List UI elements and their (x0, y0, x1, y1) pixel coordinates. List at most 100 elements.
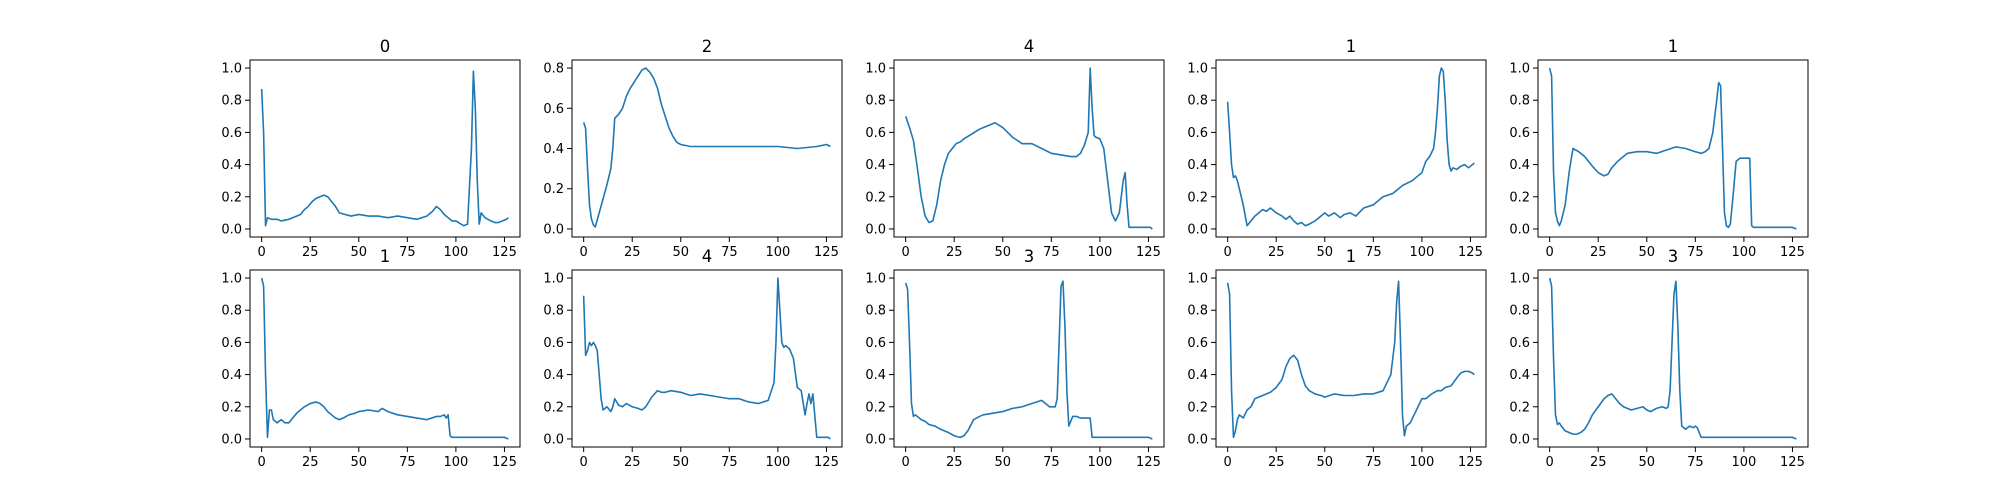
x-tick-label: 25 (1590, 455, 1607, 470)
x-tick-label: 25 (302, 455, 319, 470)
x-tick-label: 100 (1087, 245, 1112, 260)
y-tick-label: 0.0 (865, 222, 886, 237)
subplot-2: 4 0 25 50 75 100 125 0.0 0.2 0.4 0.6 0.8 1.0 (865, 37, 1165, 260)
y-tick-label: 0.8 (1509, 94, 1530, 109)
axes-frame (249, 269, 521, 448)
series-line (1226, 67, 1475, 227)
y-tick-label: 0.0 (1509, 222, 1530, 237)
x-tick-label: 100 (765, 455, 790, 470)
y-tick-label: 0.6 (1187, 336, 1208, 351)
y-tick-label: 0.4 (865, 158, 886, 173)
x-tick-label: 25 (624, 245, 641, 260)
x-tick-label: 100 (1731, 455, 1756, 470)
x-tick-label: 100 (443, 245, 468, 260)
y-tick-label: 0.0 (543, 222, 564, 237)
x-tick-label: 0 (580, 245, 588, 260)
y-tick-label: 0.4 (1187, 368, 1208, 383)
y-tick-label: 0.2 (1187, 400, 1208, 415)
x-tick-label: 125 (814, 245, 839, 260)
subplot-1: 2 0 25 50 75 100 125 0.0 0.2 0.4 0.6 0.8 (543, 37, 843, 260)
y-tick-label: 1.0 (865, 272, 886, 287)
subplot-title: 4 (702, 247, 713, 266)
subplot-title: 1 (1346, 247, 1357, 266)
subplot-title: 2 (702, 37, 713, 56)
y-tick-label: 1.0 (1509, 272, 1530, 287)
series-line (1226, 280, 1475, 439)
x-tick-label: 0 (1546, 245, 1554, 260)
y-tick-label: 0.4 (1187, 158, 1208, 173)
subplot-title: 3 (1668, 247, 1679, 266)
subplot-5: 1 0 25 50 75 100 125 0.0 0.2 0.4 0.6 0.8 1.0 (221, 247, 521, 470)
x-tick-label: 125 (1136, 245, 1161, 260)
x-tick-label: 50 (351, 245, 368, 260)
y-tick-label: 0.2 (1509, 190, 1530, 205)
x-tick-label: 0 (902, 245, 910, 260)
x-tick-label: 50 (1639, 455, 1656, 470)
x-tick-label: 50 (1317, 455, 1334, 470)
subplot-title: 1 (1346, 37, 1357, 56)
y-tick-label: 0.8 (221, 304, 242, 319)
x-tick-label: 25 (946, 245, 963, 260)
y-tick-label: 1.0 (1187, 272, 1208, 287)
x-tick-label: 50 (1639, 245, 1656, 260)
series-line (260, 70, 509, 227)
x-tick-label: 125 (1136, 455, 1161, 470)
y-tick-label: 0.6 (543, 336, 564, 351)
x-tick-label: 75 (399, 455, 416, 470)
y-tick-label: 0.8 (543, 62, 564, 77)
axes-frame (893, 59, 1165, 238)
x-tick-label: 100 (1409, 455, 1434, 470)
x-tick-label: 25 (946, 455, 963, 470)
x-tick-label: 50 (995, 245, 1012, 260)
y-tick-label: 0.0 (221, 222, 242, 237)
x-tick-label: 25 (624, 455, 641, 470)
y-tick-label: 0.0 (1187, 222, 1208, 237)
axes-frame (1215, 269, 1487, 448)
y-tick-label: 0.8 (1187, 94, 1208, 109)
x-tick-label: 50 (995, 455, 1012, 470)
y-tick-label: 0.8 (543, 304, 564, 319)
subplot-9: 3 0 25 50 75 100 125 0.0 0.2 0.4 0.6 0.8 1.0 (1509, 247, 1809, 470)
y-tick-label: 0.4 (543, 142, 564, 157)
y-tick-label: 0.6 (865, 126, 886, 141)
y-tick-label: 0.6 (221, 336, 242, 351)
y-tick-label: 0.8 (1187, 304, 1208, 319)
axes-frame (249, 59, 521, 238)
x-tick-label: 0 (1224, 455, 1232, 470)
y-tick-label: 0.2 (865, 400, 886, 415)
series-line (1548, 67, 1797, 230)
x-tick-label: 125 (814, 455, 839, 470)
series-line (582, 277, 831, 440)
y-tick-label: 0.4 (865, 368, 886, 383)
y-tick-label: 0.6 (865, 336, 886, 351)
x-tick-label: 0 (902, 455, 910, 470)
axes-frame (571, 59, 843, 238)
subplot-7: 3 0 25 50 75 100 125 0.0 0.2 0.4 0.6 0.8 1.0 (865, 247, 1165, 470)
y-tick-label: 0.8 (865, 94, 886, 109)
y-tick-label: 1.0 (865, 62, 886, 77)
subplot-title: 1 (1668, 37, 1679, 56)
y-tick-label: 0.6 (1509, 126, 1530, 141)
y-tick-label: 0.4 (221, 158, 242, 173)
y-tick-label: 1.0 (221, 62, 242, 77)
y-tick-label: 0.0 (543, 432, 564, 447)
y-tick-label: 0.8 (221, 94, 242, 109)
series-line (260, 277, 509, 440)
y-tick-label: 0.2 (1509, 400, 1530, 415)
subplot-8: 1 0 25 50 75 100 125 0.0 0.2 0.4 0.6 0.8 1.0 (1187, 247, 1487, 470)
subplot-6: 4 0 25 50 75 100 125 0.0 0.2 0.4 0.6 0.8 1.0 (543, 247, 843, 470)
subplot-title: 1 (380, 247, 391, 266)
y-tick-label: 0.4 (1509, 158, 1530, 173)
y-tick-label: 0.0 (1509, 432, 1530, 447)
x-tick-label: 125 (1458, 455, 1483, 470)
axes-frame (1215, 59, 1487, 238)
axes-frame (571, 269, 843, 448)
x-tick-label: 0 (1546, 455, 1554, 470)
y-tick-label: 0.4 (1509, 368, 1530, 383)
subplot-title: 3 (1024, 247, 1035, 266)
x-tick-label: 75 (1365, 245, 1382, 260)
x-tick-label: 125 (1780, 245, 1805, 260)
y-tick-label: 0.2 (1187, 190, 1208, 205)
series-line (904, 67, 1153, 230)
